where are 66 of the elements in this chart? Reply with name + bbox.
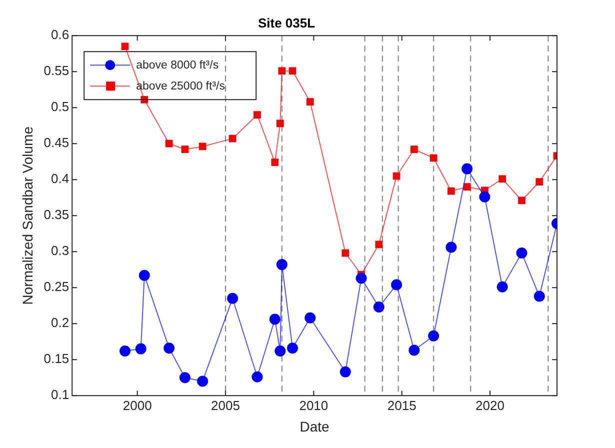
point — [227, 292, 238, 304]
point — [252, 371, 263, 382]
y-tick-label: 0.3 — [51, 243, 70, 258]
point — [269, 314, 280, 325]
point — [462, 163, 473, 174]
x-tick-label: 2015 — [387, 398, 416, 413]
point — [276, 259, 288, 270]
point — [306, 98, 314, 106]
point — [391, 279, 402, 290]
point — [516, 248, 528, 259]
point — [271, 158, 279, 166]
point — [228, 134, 236, 142]
point — [165, 140, 173, 148]
point — [356, 272, 367, 284]
point — [135, 343, 146, 354]
point — [254, 111, 261, 118]
x-tick-label: 2000 — [122, 398, 152, 413]
y-tick-label: 0.45 — [44, 135, 70, 150]
point — [410, 146, 418, 154]
y-tick-label: 0.55 — [44, 63, 70, 78]
x-tick-label: 2005 — [211, 398, 240, 413]
point — [278, 67, 286, 75]
point — [518, 196, 526, 204]
y-tick-label: 0.1 — [51, 387, 70, 402]
y-axis-title: Normalized Sandbar Volume — [19, 126, 36, 305]
point — [342, 249, 350, 257]
point — [534, 290, 545, 302]
point — [121, 42, 129, 50]
x-tick-label: 2020 — [476, 398, 504, 413]
point — [120, 345, 130, 356]
y-tick-label: 0.25 — [44, 279, 70, 294]
point — [197, 376, 208, 387]
point — [498, 175, 506, 183]
point — [198, 142, 206, 150]
point — [408, 344, 420, 356]
point — [138, 270, 150, 281]
point — [276, 120, 284, 128]
point — [536, 178, 544, 186]
y-tick-label: 0.4 — [51, 171, 70, 186]
point — [164, 342, 175, 354]
chart-title: Site 035L — [258, 15, 316, 30]
point — [392, 172, 400, 180]
y-tick-label: 0.6 — [51, 27, 70, 42]
y-tick-label: 0.2 — [51, 315, 70, 330]
point — [479, 191, 490, 202]
point — [430, 154, 438, 162]
y-tick-label: 0.15 — [44, 351, 70, 366]
point — [375, 240, 383, 248]
point — [288, 67, 296, 75]
point — [448, 187, 455, 195]
x-axis-title: Date — [300, 418, 330, 434]
y-tick-label: 0.35 — [44, 207, 70, 222]
point — [373, 302, 384, 313]
point — [304, 312, 316, 324]
point — [274, 345, 286, 356]
point — [179, 372, 190, 384]
point — [181, 146, 189, 154]
point — [287, 342, 298, 354]
point — [496, 281, 508, 292]
point — [428, 330, 440, 342]
point — [463, 183, 471, 190]
point — [446, 242, 457, 253]
legend-label: above 8000 ft³/s — [136, 59, 219, 72]
point — [340, 366, 351, 378]
y-tick-label: 0.5 — [51, 99, 70, 114]
x-tick-label: 2010 — [299, 398, 328, 413]
